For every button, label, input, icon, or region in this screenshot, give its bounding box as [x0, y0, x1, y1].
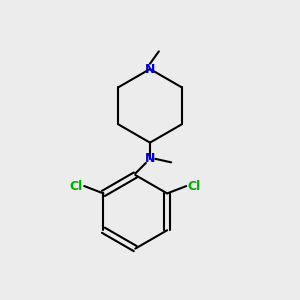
Text: Cl: Cl — [70, 180, 83, 193]
Text: Cl: Cl — [188, 180, 201, 193]
Text: N: N — [145, 152, 155, 165]
Text: N: N — [145, 62, 155, 76]
